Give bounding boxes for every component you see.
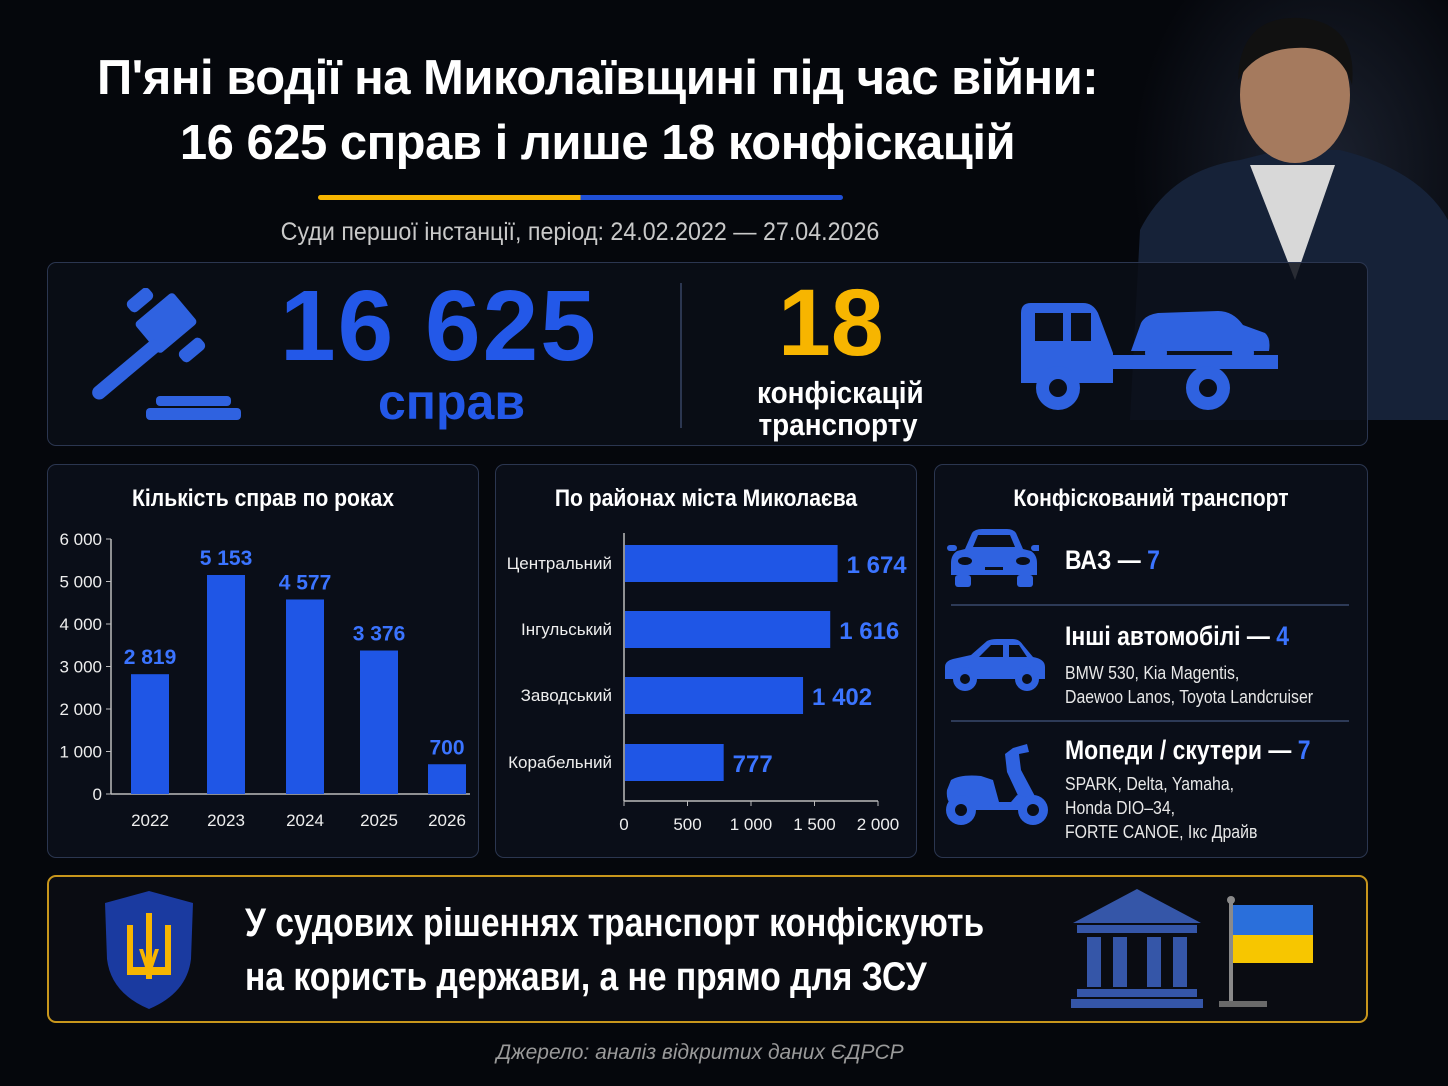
bar-value-label: 700 [429,736,464,759]
tow-truck-icon [1021,303,1278,410]
stats-divider [680,283,682,428]
divider [951,604,1349,606]
page-title-line1: П'яні водії на Миколаївщині під час війн… [96,51,1099,105]
transport-title: Конфісковaний транспорт [1013,485,1289,512]
bar-value-label: 3 376 [353,623,406,646]
gavel-icon [92,288,241,420]
bar-Корабельний [625,744,724,781]
transport-item-vaz: ВАЗ — 7 [1065,545,1160,575]
district-bar-chart: 0 500 1 000 1 500 2 000 1 674 Центральний 1 616… [507,533,908,834]
x-tick-label: 2025 [360,811,398,830]
bar-value-label: 1 616 [839,618,899,645]
bar-value-label: 4 577 [279,571,332,594]
transport-item-scooters: Мопеди / скутери — 7 [1065,735,1311,765]
bar-2022 [131,674,169,794]
y-tick-label: 2 000 [59,700,102,719]
cases-by-year-card: Кількість справ по роках 0 1 000 2 000 3 00… [47,464,479,858]
x-tick-label: 1 000 [730,815,773,834]
category-label: Центральний [507,554,612,573]
bar-Заводський [625,677,804,714]
title-underline [318,195,843,200]
bar-Центральний [625,545,838,582]
y-tick-label: 4 000 [59,615,102,634]
confiscations-label-1: конфіскацій [757,375,924,410]
page-title-line2: 16 625 справ і лише 18 конфіскацій [179,116,1016,170]
car-front-icon [947,529,1039,587]
x-tick-label: 2022 [131,811,169,830]
y-tick-label: 1 000 [59,743,102,762]
x-tick-label: 500 [673,815,701,834]
x-tick-label: 2 000 [857,815,900,834]
banner-line2: на користь держави, а не прямо для ЗСУ [245,955,927,999]
transport-item-other-cars: Інші автомобілі — 4 [1065,621,1290,651]
y-tick-label: 5 000 [59,573,102,592]
category-label: Заводський [521,686,612,705]
bar-value-label: 5 153 [200,547,253,570]
scooter-icon [946,744,1048,825]
y-tick-label: 6 000 [59,530,102,549]
trident-shield-icon [105,891,193,1009]
bottom-banner: У судових рішеннях транспорт конфіскують… [47,875,1368,1023]
districts-card: По районах міста Миколаєва 0 500 1 000 1 50… [495,464,917,858]
confiscations-label-2: транспорту [758,407,918,442]
courthouse-icon [1071,889,1203,1008]
x-tick-label: 2024 [286,811,324,830]
x-tick-label: 1 500 [793,815,836,834]
ukraine-flag-icon [1219,896,1313,1007]
divider [951,720,1349,722]
cases-number: 16 625 [280,270,598,382]
subtitle: Суди першої інстанції, період: 24.02.202… [280,218,880,246]
bar-value-label: 1 402 [812,684,872,711]
x-tick-label: 2026 [428,811,466,830]
banner-line1: У судових рішеннях транспорт конфіскують [245,901,985,945]
y-tick-label: 3 000 [59,658,102,677]
confiscations-number: 18 [778,270,884,376]
category-label: Корабельний [508,753,612,772]
bar-value-label: 2 819 [124,646,177,669]
bar-value-label: 777 [733,751,773,778]
scooters-details: SPARK, Delta, Yamaha, Honda DIO–34, FORTE … [1065,774,1258,842]
year-bar-chart: 0 1 000 2 000 3 000 4 000 5 000 6 000 2 819 2022… [59,530,470,830]
source-note: Джерело: аналіз відкритих даних ЄДРСР [496,1041,904,1064]
bar-2023 [207,574,245,794]
chart-title-districts: По районах міста Миколаєва [554,485,858,512]
sedan-icon [945,639,1045,691]
bar-2024 [286,599,324,794]
bar-2025 [360,650,398,794]
x-tick-label: 2023 [207,811,245,830]
x-tick-label: 0 [619,815,628,834]
transport-card: Конфісковaний транспорт ВАЗ — 7 Інші авт… [934,464,1368,858]
chart-title-years: Кількість справ по роках [132,485,394,512]
bar-Інгульський [625,611,831,648]
stats-panel: 16 625 справ 18 конфіскацій транспорту [47,262,1368,446]
bar-value-label: 1 674 [847,552,908,579]
cases-label: справ [378,374,526,430]
category-label: Інгульський [521,620,612,639]
y-tick-label: 0 [93,785,102,804]
other-cars-details: BMW 530, Kia Magentis, Daewoo Lanos, Toyo… [1065,663,1314,707]
bar-2026 [428,764,466,794]
